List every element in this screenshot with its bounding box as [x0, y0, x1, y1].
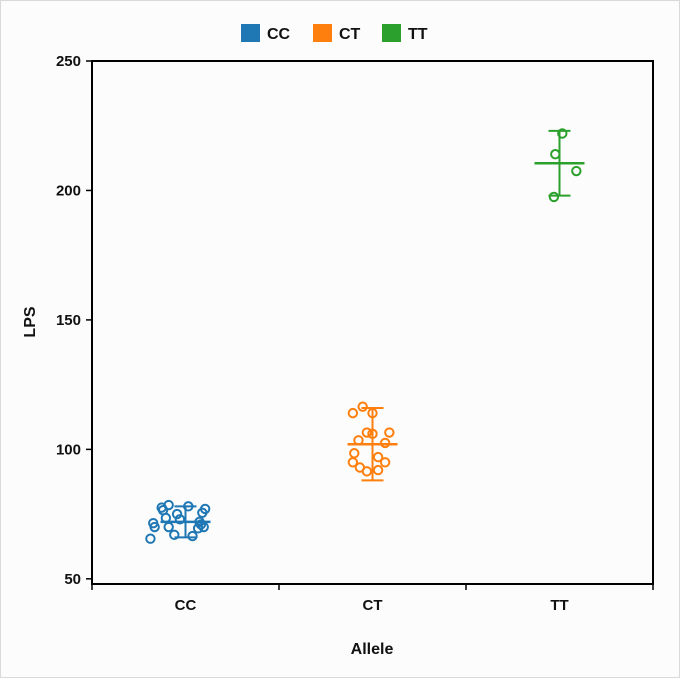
series-ct	[347, 401, 398, 482]
x-axis: CC CT TT	[91, 584, 654, 614]
x-tick-label: CC	[175, 597, 197, 614]
data-point	[163, 521, 174, 533]
data-point	[367, 407, 378, 419]
data-point	[183, 501, 194, 512]
data-point	[171, 508, 183, 520]
legend-label-tt: TT	[408, 26, 428, 43]
data-point	[174, 514, 186, 525]
data-point	[160, 512, 172, 524]
data-point	[169, 529, 180, 541]
data-point	[548, 191, 560, 203]
y-axis-title: LPS	[22, 306, 39, 337]
legend-swatch-cc	[241, 24, 260, 42]
data-point	[372, 451, 384, 463]
y-tick-label: 200	[56, 182, 81, 199]
y-tick-label: 100	[56, 441, 81, 458]
data-point	[384, 427, 395, 438]
y-tick-label: 150	[56, 312, 81, 329]
series-cc	[145, 499, 211, 544]
data-point	[353, 435, 364, 446]
data-point	[347, 407, 359, 419]
legend-label-cc: CC	[267, 26, 291, 43]
data-point	[145, 533, 156, 544]
data-point	[187, 530, 198, 542]
legend: CC CT TT	[241, 24, 428, 43]
data-point	[361, 427, 373, 438]
x-tick-label: TT	[550, 597, 568, 614]
data-point	[199, 503, 211, 515]
data-point	[372, 464, 384, 476]
series-tt	[534, 128, 585, 203]
data-point	[195, 519, 207, 530]
data-point	[357, 401, 368, 412]
data-point	[349, 448, 360, 459]
legend-swatch-tt	[382, 24, 401, 42]
data-point	[379, 457, 391, 468]
data-point	[163, 499, 174, 511]
data-point	[550, 149, 561, 160]
data-point	[557, 128, 568, 139]
plot-border	[91, 60, 654, 585]
y-axis: 50 100 150 200 250	[56, 53, 92, 588]
data-point	[571, 165, 582, 177]
data-point	[198, 521, 209, 533]
legend-swatch-ct	[313, 24, 332, 42]
plot-area	[91, 60, 654, 585]
data-point	[361, 466, 373, 477]
data-point	[149, 521, 160, 533]
y-tick-label: 50	[64, 571, 81, 588]
x-axis-title: Allele	[351, 641, 394, 658]
data-point	[379, 437, 391, 449]
legend-label-ct: CT	[339, 26, 361, 43]
x-tick-label: CT	[363, 597, 383, 614]
data-point	[347, 457, 359, 468]
y-tick-label: 250	[56, 53, 81, 70]
data-point	[367, 428, 378, 440]
